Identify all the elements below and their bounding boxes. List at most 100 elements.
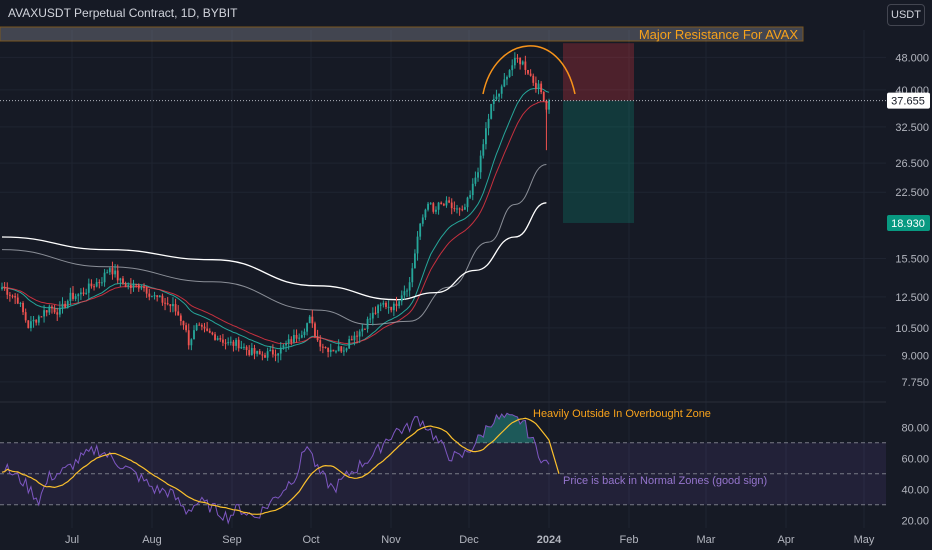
candle-body [437, 202, 440, 210]
rsi-annotation-overbought: Heavily Outside In Overbought Zone [533, 408, 711, 420]
candle-body [172, 304, 174, 307]
candle-body [56, 312, 59, 315]
short-position-tool[interactable] [563, 43, 634, 223]
candle-body [48, 306, 51, 313]
candle-body [519, 57, 522, 65]
rsi-pane: Heavily Outside In Overbought Zone Price … [0, 408, 886, 525]
price-axis-background [886, 30, 932, 550]
candle-body [195, 324, 198, 331]
candle-body [524, 61, 527, 70]
candle-body [1, 287, 3, 290]
candle-body [356, 335, 358, 337]
rsi-line [1, 412, 550, 525]
candle-body [548, 100, 550, 110]
candle-body [484, 128, 487, 145]
candle-body [495, 96, 498, 99]
candle-body [79, 292, 82, 295]
y-tick-label: 22.500 [895, 187, 929, 199]
candle-body [211, 332, 214, 335]
candle-body [269, 349, 272, 352]
candle-body [101, 282, 103, 284]
rounded-top-arc[interactable] [482, 45, 576, 95]
candle-body [503, 79, 506, 87]
candle-body [64, 303, 67, 308]
candle-body [487, 118, 490, 129]
candle-body [43, 310, 46, 317]
candle-body [532, 75, 535, 83]
rsi-ma-line [1, 417, 560, 515]
candle-body [316, 336, 319, 341]
candle-body [266, 351, 269, 358]
candle-body [111, 268, 114, 275]
currency-button[interactable]: USDT [887, 4, 925, 26]
candle-body [187, 330, 190, 346]
candle-body [243, 346, 245, 348]
candle-body [482, 144, 485, 156]
candle-body [77, 294, 80, 297]
candle-body [340, 346, 343, 352]
candle-body [406, 290, 408, 292]
candle-body [427, 203, 429, 210]
candle-body [534, 82, 537, 89]
candle-body [229, 341, 232, 343]
resistance-zone[interactable]: Major Resistance For AVAX [0, 26, 804, 42]
candle-body [453, 208, 456, 210]
x-tick-label: Mar [697, 534, 716, 546]
candle-body [371, 312, 374, 319]
x-tick-label: Nov [381, 534, 401, 546]
candles [1, 52, 550, 363]
candle-body [387, 306, 390, 308]
candle-body [19, 302, 22, 304]
candle-body [540, 83, 543, 93]
candle-body [182, 321, 185, 326]
candle-body [290, 339, 293, 343]
candle-body [506, 76, 508, 80]
candle-body [398, 301, 401, 307]
candle-body [69, 292, 72, 302]
candle-body [413, 253, 416, 269]
candle-body [190, 339, 193, 346]
chart-title: AVAXUSDT Perpetual Contract, 1D, BYBIT [8, 6, 238, 20]
candle-body [145, 287, 148, 294]
candle-body [256, 351, 259, 354]
candle-body [32, 319, 35, 322]
candle-body [179, 315, 182, 322]
rsi-tick-label: 80.00 [901, 422, 929, 434]
candle-body [429, 203, 432, 205]
candle-body [353, 335, 356, 341]
candle-body [87, 283, 90, 293]
candle-body [374, 312, 377, 314]
ema-fast-line [1, 87, 550, 350]
candle-body [513, 57, 516, 66]
candle-body [122, 278, 124, 284]
candle-body [198, 324, 201, 326]
candle-body [24, 312, 27, 321]
candle-body [419, 223, 422, 237]
y-tick-label: 7.750 [901, 377, 929, 389]
candle-body [58, 307, 61, 315]
candle-body [461, 209, 464, 211]
candle-body [490, 103, 493, 119]
candle-body [153, 295, 156, 297]
candle-body [114, 270, 117, 275]
candle-body [253, 348, 256, 354]
candle-body [279, 347, 282, 354]
candle-body [119, 278, 122, 281]
candle-body [521, 61, 524, 65]
candle-body [542, 92, 545, 101]
candle-body [382, 302, 385, 305]
x-tick-label: May [854, 534, 875, 546]
candle-body [156, 295, 159, 297]
candle-body [35, 319, 38, 323]
candle-body [411, 268, 414, 283]
candle-body [106, 272, 109, 274]
candle-body [308, 316, 311, 324]
candle-body [264, 355, 266, 358]
candle-body [143, 286, 145, 288]
candle-body [127, 284, 130, 287]
resistance-box [0, 26, 804, 42]
candle-body [203, 326, 206, 329]
